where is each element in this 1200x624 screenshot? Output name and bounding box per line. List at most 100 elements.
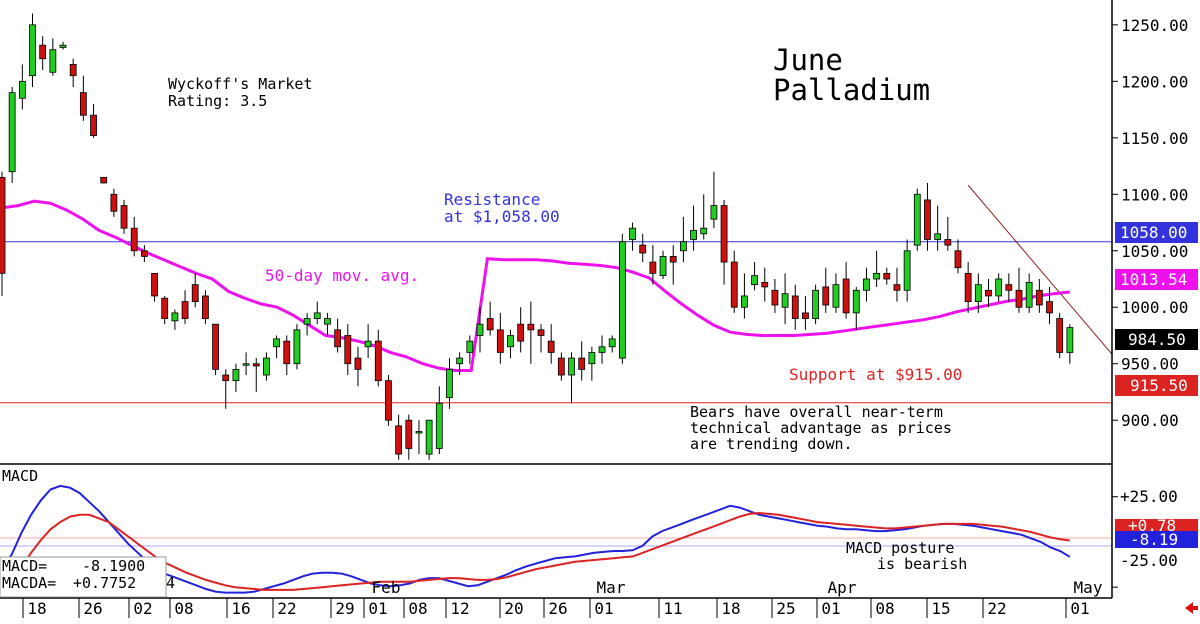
candle <box>863 267 870 302</box>
candle <box>893 267 901 302</box>
candle <box>222 369 230 409</box>
candle-body <box>222 374 230 382</box>
candle <box>1015 267 1023 313</box>
time-axis-tick-label: 08 <box>875 599 894 618</box>
candle <box>547 324 555 364</box>
annotation-line-3: are trending down. <box>690 435 853 453</box>
candle-body <box>100 176 108 184</box>
candle-body <box>730 261 738 308</box>
time-axis-month-label: Feb <box>372 578 401 597</box>
candle-body <box>303 318 311 325</box>
candle-body <box>496 329 504 353</box>
candle <box>303 312 311 336</box>
candle-body <box>751 275 758 286</box>
chart-title-line-1: June <box>773 43 843 77</box>
candle-body <box>832 284 840 308</box>
resistance-label-line-2: at $1,058.00 <box>444 207 560 226</box>
candle <box>832 273 840 313</box>
candle-body <box>425 419 433 455</box>
candle-body <box>344 335 352 365</box>
macd-axis-tick-neg: -25.00 <box>1120 551 1178 570</box>
candle-body <box>334 329 342 348</box>
candle-body <box>293 329 301 365</box>
time-axis-tick-label: 16 <box>231 599 250 618</box>
candle <box>181 290 189 325</box>
candle <box>395 414 403 460</box>
candle-body <box>49 49 57 73</box>
candle-body <box>985 289 992 297</box>
price-axis-tick-label: 900.00 <box>1121 411 1179 430</box>
candle-body <box>527 323 535 331</box>
candle-body <box>842 278 850 314</box>
candle <box>517 307 525 353</box>
candle-body <box>1046 301 1053 314</box>
candle-body <box>151 272 158 297</box>
time-axis-month-label: May <box>1074 578 1103 597</box>
moving-average-label: 50-day mov. avg. <box>265 266 419 285</box>
candlestick-layer <box>0 13 1074 460</box>
candle <box>1056 312 1064 359</box>
candle <box>29 13 36 87</box>
last-price-badge: 984.50 <box>1128 330 1186 349</box>
candle <box>59 41 67 50</box>
scroll-left-icon-tail[interactable] <box>1192 606 1198 610</box>
resistance-badge-bg <box>1115 222 1198 243</box>
candle-body <box>161 297 169 319</box>
time-axis-tick-label: 01 <box>1070 599 1089 618</box>
candle <box>446 358 453 409</box>
candle-body <box>29 24 36 77</box>
candle-body <box>1025 281 1033 308</box>
candle-body <box>771 289 779 306</box>
candle-body <box>507 335 514 348</box>
candle-body <box>476 323 484 336</box>
candle-body <box>446 368 453 399</box>
candle <box>812 284 819 325</box>
time-axis-tick-label: 25 <box>776 599 795 618</box>
support-badge: 915.50 <box>1130 376 1188 395</box>
candle <box>140 245 148 263</box>
candle-body <box>395 425 403 455</box>
candle <box>1025 273 1033 313</box>
scroll-left-icon[interactable] <box>1185 602 1193 614</box>
candle <box>252 358 260 392</box>
candle-body <box>639 244 647 254</box>
candle-body <box>69 63 77 77</box>
time-axis-tick-label: 02 <box>133 599 152 618</box>
moving-average-badge: 1013.54 <box>1120 270 1187 289</box>
candle-body <box>354 357 362 370</box>
candle <box>639 233 647 263</box>
candle-body <box>191 284 199 302</box>
candle-body <box>1056 318 1064 353</box>
candle-body <box>863 278 870 291</box>
time-axis-tick-label: 01 <box>594 599 613 618</box>
candle-body <box>608 338 616 348</box>
price-axis-tick-label: 1050.00 <box>1121 242 1188 261</box>
candle <box>720 199 728 285</box>
candle <box>649 245 657 285</box>
candle-body <box>181 301 189 319</box>
candle-body <box>374 340 382 382</box>
candle-body <box>873 272 881 280</box>
candle <box>354 346 362 387</box>
candle <box>90 103 97 138</box>
time-axis-month-label: Apr <box>828 578 857 597</box>
time-axis: 18 26 02 08 16 22 29 01 08 12 20 26 01 11 18 25 01 08 15 22… <box>22 578 1103 618</box>
macda-readout-value: +0.7752 <box>73 574 136 592</box>
candle <box>415 420 423 455</box>
candle-body <box>547 340 555 353</box>
candle <box>263 352 270 381</box>
candle <box>1066 324 1074 364</box>
candle-body <box>710 205 718 220</box>
candle <box>120 199 128 234</box>
candle <box>283 335 291 376</box>
candle-body <box>1066 327 1074 353</box>
candle-body <box>283 340 291 365</box>
time-axis-tick-label: 12 <box>450 599 469 618</box>
candle <box>578 341 586 381</box>
moving-average-line <box>1 199 1070 372</box>
candle-body <box>1005 284 1013 291</box>
candle <box>710 171 718 229</box>
candle <box>1046 286 1053 325</box>
macd-badge: -8.19 <box>1130 530 1178 549</box>
